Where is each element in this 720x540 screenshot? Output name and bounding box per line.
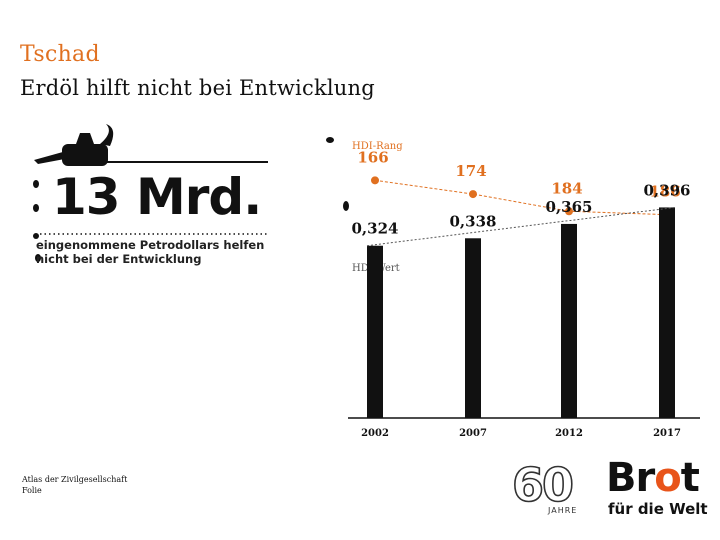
value-bar-2017 [659,207,675,418]
x-tick-2002: 2002 [361,428,389,439]
rank-chart-title: HDI-Rang [352,141,403,152]
x-tick-2017: 2017 [653,428,681,439]
brand-text-o: o [654,455,682,501]
source-line-1: Atlas der Zivilgesellschaft [22,475,128,484]
x-tick-2012: 2012 [555,428,583,439]
value-bar-2002 [367,245,383,418]
brand-text-2: t [680,455,700,501]
rank-label-2007: 174 [455,162,486,180]
oil-can-icon [34,124,268,166]
rank-point-2007 [469,190,477,199]
value-label-2007: 0,338 [450,212,497,230]
x-tick-2007: 2007 [459,428,487,439]
brand-tagline: für die Welt [608,500,708,518]
source-line-2: Folie [22,486,42,495]
value-bar-2012 [561,223,577,418]
rank-label-2017: 186 [649,183,680,201]
page-title: Erdöl hilft nicht bei Entwicklung [20,76,375,100]
big-number: 13 Mrd. [52,168,262,226]
rank-point-2002 [371,176,379,185]
jubilee-number: 60 [511,458,575,512]
brand-text-1: Br [606,455,655,501]
page-country-title: Tschad [20,42,100,67]
rank-point-2012 [565,207,573,216]
caption-line-2: nicht bei der Entwicklung [36,252,202,266]
value-label-2002: 0,324 [352,220,399,238]
source-note: Atlas der Zivilgesellschaft Folie [22,474,127,496]
rank-label-2012: 184 [551,179,582,197]
caption-line-1: eingenommene Petrodollars helfen [36,238,265,252]
rank-series-line [374,179,668,216]
jubilee-label: JAHRE [548,506,578,515]
rank-label-2002: 166 [357,148,388,166]
value-bar-2007 [465,238,481,418]
value-label-2017: 0,396 [644,181,691,199]
value-label-2012: 0,365 [546,198,593,216]
brand-wordmark: Brot [606,455,700,501]
big-number-caption: eingenommene Petrodollars helfen nicht b… [36,238,276,266]
oil-drops-decoration [33,137,349,262]
